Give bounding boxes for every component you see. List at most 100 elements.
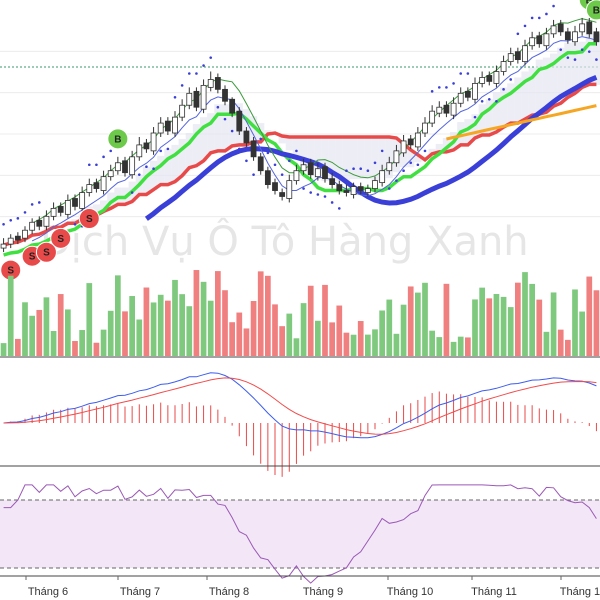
cloud-segment bbox=[442, 137, 450, 153]
volume-bar bbox=[400, 304, 407, 356]
volume-bar bbox=[493, 293, 500, 356]
cloud-segment bbox=[100, 200, 108, 212]
volume-bar bbox=[243, 328, 250, 356]
cloud-segment bbox=[178, 138, 186, 177]
candle-body bbox=[386, 162, 393, 172]
cloud-segment bbox=[278, 135, 286, 144]
x-axis: Tháng 6 Tháng 7 Tháng 8 Tháng 9 Tháng 10 Thán… bbox=[25, 576, 600, 598]
sar-dot bbox=[73, 222, 77, 226]
rsi-band bbox=[0, 500, 600, 568]
candle-body bbox=[122, 160, 128, 174]
ma-line-orange bbox=[446, 104, 597, 141]
cloud-segment bbox=[350, 136, 358, 180]
volume-bar bbox=[557, 329, 564, 356]
cloud-segment bbox=[314, 136, 322, 179]
cloud-segment bbox=[92, 204, 100, 216]
volume-bar bbox=[379, 310, 385, 356]
candle-body bbox=[357, 186, 364, 191]
candle-body bbox=[300, 164, 307, 172]
sar-dot bbox=[337, 207, 341, 210]
candle-body bbox=[307, 162, 314, 176]
volume-bar bbox=[586, 276, 593, 356]
cloud-segment bbox=[250, 116, 258, 143]
watermark: Dịch Vụ Ô Tô Hàng Xanh bbox=[40, 217, 529, 265]
cloud-segment bbox=[307, 136, 315, 171]
sar-dot bbox=[195, 72, 198, 75]
volume-bar bbox=[265, 275, 271, 356]
macd-panel bbox=[0, 372, 600, 477]
candle-body bbox=[72, 198, 78, 207]
candle-body bbox=[22, 229, 28, 239]
cloud-segment bbox=[335, 136, 343, 182]
cloud-segment bbox=[471, 114, 479, 139]
candle-body bbox=[29, 221, 36, 231]
sar-dot bbox=[9, 219, 13, 222]
sar-dot bbox=[273, 163, 277, 167]
cloud-segment bbox=[528, 67, 536, 116]
volume-bar bbox=[200, 281, 207, 356]
sar-dot bbox=[466, 72, 470, 75]
cloud-segment bbox=[142, 166, 150, 196]
candle-body bbox=[43, 215, 50, 227]
sar-dot bbox=[87, 163, 91, 167]
cloud-segment bbox=[485, 99, 493, 136]
candle-body bbox=[193, 90, 200, 108]
candle-body bbox=[443, 104, 450, 114]
volume-bar bbox=[279, 326, 285, 356]
volume-bar bbox=[150, 302, 157, 356]
volume-bar bbox=[515, 282, 521, 356]
cloud-segment bbox=[414, 154, 422, 163]
candle-body bbox=[522, 45, 528, 62]
volume-bar bbox=[286, 313, 293, 356]
sar-dot bbox=[437, 86, 441, 89]
candle-body bbox=[79, 192, 86, 209]
signal-label: B bbox=[593, 5, 600, 16]
sar-dot bbox=[537, 16, 541, 20]
candle-body bbox=[50, 207, 57, 217]
volume-bar bbox=[179, 294, 185, 356]
volume-bar bbox=[579, 311, 585, 356]
candle-body bbox=[579, 23, 586, 33]
sar-dot bbox=[409, 161, 413, 165]
volume-bar bbox=[143, 287, 150, 356]
volume-bar bbox=[436, 337, 443, 356]
sar-dot bbox=[452, 82, 455, 85]
cloud-segment bbox=[285, 136, 293, 151]
sar-dot bbox=[323, 195, 327, 198]
volume-bar bbox=[422, 282, 428, 356]
sar-dot bbox=[187, 72, 191, 75]
sar-dot bbox=[523, 24, 527, 28]
volume-bar bbox=[107, 310, 114, 356]
sar-dot bbox=[530, 16, 534, 20]
volume-bar bbox=[122, 311, 128, 356]
cloud-segment bbox=[150, 160, 158, 191]
candle-body bbox=[257, 156, 264, 172]
cloud-segment bbox=[507, 83, 515, 124]
sar-dot bbox=[395, 179, 398, 182]
x-tick-label: Tháng 8 bbox=[209, 586, 249, 598]
candle-body bbox=[322, 166, 328, 180]
candle-body bbox=[272, 182, 278, 191]
candle-body bbox=[57, 206, 64, 213]
sar-dot bbox=[380, 149, 384, 153]
rsi-panel bbox=[0, 484, 600, 584]
candle-body bbox=[250, 140, 257, 158]
cloud-segment bbox=[192, 124, 200, 167]
volume-bar bbox=[336, 305, 343, 356]
signal-label: B bbox=[114, 134, 121, 145]
sar-dot bbox=[287, 159, 291, 163]
sar-dot bbox=[223, 117, 227, 121]
sar-dot bbox=[430, 90, 434, 93]
signal-line bbox=[3, 377, 597, 435]
volume-bar bbox=[136, 319, 143, 356]
candle-body bbox=[157, 122, 164, 134]
candle-body bbox=[593, 31, 600, 43]
candle-body bbox=[450, 102, 457, 116]
cloud-segment bbox=[200, 117, 208, 162]
volume-bar bbox=[36, 309, 43, 356]
volume-bar bbox=[50, 330, 57, 356]
sar-dot bbox=[159, 149, 163, 153]
volume-bar bbox=[157, 294, 164, 356]
sar-dot bbox=[302, 187, 305, 190]
volume-bar bbox=[207, 300, 214, 356]
